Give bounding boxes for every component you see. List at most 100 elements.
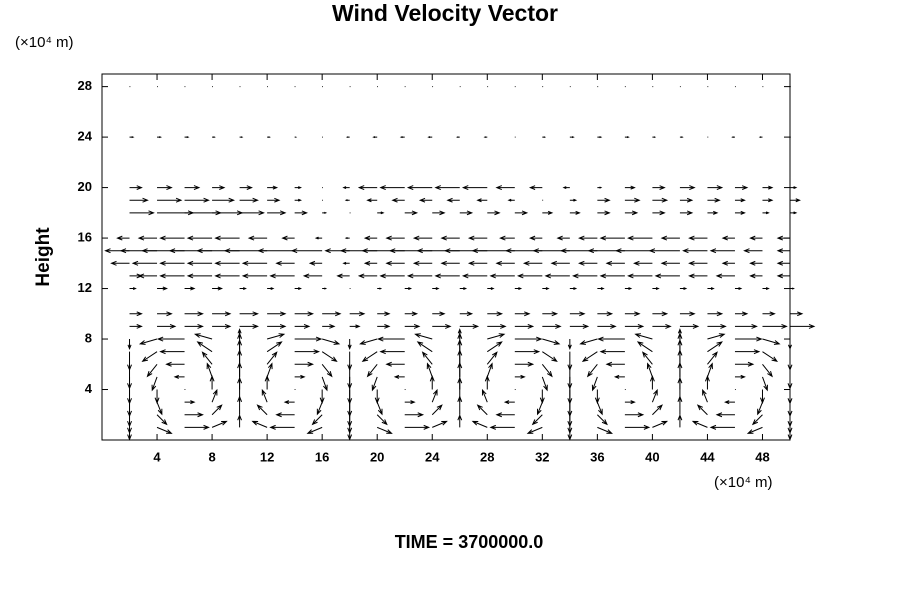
y-unit: (×10⁴ m) bbox=[15, 34, 74, 51]
wind-vector bbox=[542, 311, 559, 317]
wind-vector bbox=[757, 401, 763, 416]
wind-vector bbox=[542, 210, 554, 215]
chart-title: Wind Velocity Vector bbox=[332, 0, 558, 26]
x-tick-label: 28 bbox=[480, 449, 494, 464]
wind-vector bbox=[734, 311, 749, 317]
wind-vector bbox=[734, 336, 763, 342]
wind-vector bbox=[572, 273, 598, 279]
wind-vector bbox=[624, 412, 645, 418]
time-label: TIME = 3700000.0 bbox=[395, 532, 544, 552]
wind-vector bbox=[406, 185, 433, 191]
wind-vector bbox=[569, 210, 581, 215]
wind-vector bbox=[359, 338, 378, 345]
wind-vector bbox=[627, 235, 653, 241]
wind-vector bbox=[267, 185, 279, 190]
wind-vector bbox=[707, 287, 715, 290]
wind-vector bbox=[432, 420, 448, 428]
x-tick-label: 8 bbox=[208, 449, 215, 464]
x-tick-label: 48 bbox=[755, 449, 769, 464]
wind-vector bbox=[432, 311, 446, 317]
wind-vector bbox=[679, 287, 688, 290]
wind-vector bbox=[456, 136, 460, 138]
wind-vector bbox=[790, 287, 795, 290]
wind-vector bbox=[721, 260, 735, 266]
wind-vector bbox=[294, 361, 314, 367]
wind-vector bbox=[426, 362, 433, 378]
wind-vector bbox=[787, 351, 793, 372]
wind-vector bbox=[476, 404, 488, 416]
wind-vector bbox=[251, 420, 268, 428]
wind-vector bbox=[457, 328, 462, 340]
wind-vector bbox=[321, 351, 338, 363]
wind-vector bbox=[344, 237, 350, 240]
wind-vector bbox=[776, 260, 790, 266]
wind-vector bbox=[514, 287, 523, 290]
wind-vector bbox=[734, 374, 746, 379]
wind-vector bbox=[138, 338, 158, 345]
wind-vector bbox=[322, 338, 341, 345]
wind-vector bbox=[184, 424, 210, 430]
wind-vector bbox=[707, 341, 723, 353]
wind-vector bbox=[322, 287, 328, 290]
wind-vector bbox=[679, 210, 694, 216]
wind-vector bbox=[319, 389, 325, 405]
wind-vector bbox=[412, 260, 433, 266]
plot-frame bbox=[101, 73, 791, 441]
wind-vector bbox=[486, 362, 493, 378]
wind-vector bbox=[679, 197, 694, 203]
wind-vector bbox=[129, 311, 143, 317]
wind-vector bbox=[371, 376, 378, 392]
wind-vector bbox=[660, 235, 680, 241]
wind-vector bbox=[377, 426, 393, 434]
wind-vector bbox=[157, 286, 168, 291]
wind-vector bbox=[129, 324, 143, 329]
wind-vector bbox=[556, 235, 570, 241]
wind-vector bbox=[421, 351, 433, 365]
wind-vector bbox=[487, 323, 507, 329]
wind-vector bbox=[597, 414, 608, 426]
wind-vector bbox=[427, 136, 433, 139]
x-tick-label: 44 bbox=[700, 449, 715, 464]
wind-vector bbox=[542, 351, 558, 363]
wind-vector bbox=[146, 363, 158, 378]
wind-vector bbox=[184, 197, 210, 203]
wind-vector bbox=[376, 336, 405, 342]
wind-vector bbox=[679, 136, 684, 138]
wind-vector bbox=[379, 185, 405, 191]
wind-vector bbox=[391, 197, 405, 203]
wind-vector bbox=[366, 363, 378, 378]
wind-vector bbox=[256, 404, 268, 416]
wind-vector bbox=[275, 412, 295, 418]
wind-vector bbox=[294, 336, 323, 342]
x-tick-label: 36 bbox=[590, 449, 604, 464]
wind-vector bbox=[239, 185, 253, 190]
wind-vector bbox=[542, 323, 562, 329]
wind-vector bbox=[528, 235, 543, 241]
wind-vector bbox=[239, 323, 259, 329]
wind-vector bbox=[165, 361, 185, 367]
wind-vector bbox=[569, 323, 590, 329]
wind-vector bbox=[239, 136, 244, 138]
wind-vector bbox=[578, 260, 598, 266]
wind-vector bbox=[790, 323, 816, 329]
wind-vector bbox=[762, 351, 779, 363]
wind-vector bbox=[275, 260, 295, 266]
wind-vector bbox=[267, 287, 275, 290]
wind-vector bbox=[432, 323, 452, 329]
wind-vector bbox=[707, 210, 719, 215]
wind-vector bbox=[357, 185, 378, 191]
wind-vector bbox=[404, 323, 421, 329]
wind-vector bbox=[431, 404, 443, 416]
wind-vector bbox=[267, 136, 271, 138]
wind-vector bbox=[308, 260, 323, 266]
wind-vector bbox=[294, 186, 302, 190]
wind-vector bbox=[499, 235, 515, 241]
wind-vector bbox=[269, 273, 295, 279]
wind-vector bbox=[294, 210, 308, 216]
wind-vector bbox=[634, 333, 653, 340]
wind-vector bbox=[624, 311, 641, 317]
wind-vector bbox=[487, 333, 506, 340]
wind-vector bbox=[514, 374, 526, 379]
wind-vector bbox=[514, 210, 529, 216]
wind-vector bbox=[743, 248, 763, 254]
